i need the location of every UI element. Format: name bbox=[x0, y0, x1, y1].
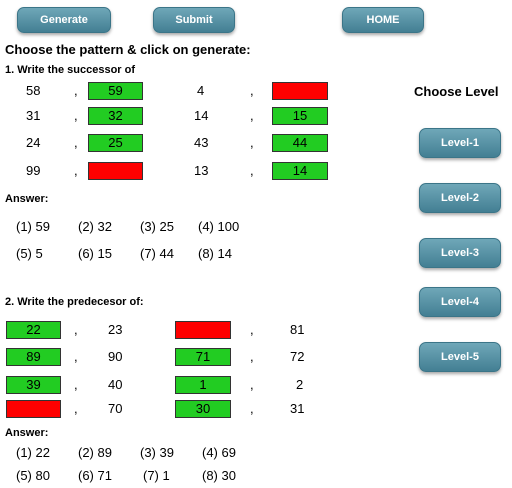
generate-button[interactable]: Generate bbox=[17, 7, 111, 33]
successor-number: 14 bbox=[194, 108, 209, 123]
successor-number: 58 bbox=[26, 83, 41, 98]
successor-answer: (7) 44 bbox=[140, 246, 174, 261]
comma: , bbox=[74, 401, 78, 416]
home-button[interactable]: HOME bbox=[342, 7, 424, 33]
comma: , bbox=[250, 108, 254, 123]
successor-number: 99 bbox=[26, 163, 41, 178]
predecessor-number: 23 bbox=[108, 322, 123, 337]
successor-answer-box[interactable]: 32 bbox=[88, 107, 143, 125]
predecessor-answer-box[interactable]: 71 bbox=[175, 348, 231, 366]
comma: , bbox=[250, 401, 254, 416]
level-2-button[interactable]: Level-2 bbox=[419, 183, 501, 213]
predecessor-answer-box[interactable] bbox=[6, 400, 61, 418]
comma: , bbox=[74, 322, 78, 337]
predecessor-answer: (3) 39 bbox=[140, 445, 174, 460]
successor-answer: (6) 15 bbox=[78, 246, 112, 261]
comma: , bbox=[250, 83, 254, 98]
predecessor-number: 31 bbox=[290, 401, 305, 416]
level-4-button[interactable]: Level-4 bbox=[419, 287, 501, 317]
predecessor-answer: (4) 69 bbox=[202, 445, 236, 460]
comma: , bbox=[74, 163, 78, 178]
comma: , bbox=[74, 108, 78, 123]
predecessor-title: 2. Write the predecesor of: bbox=[5, 296, 144, 308]
comma: , bbox=[250, 322, 254, 337]
predecessor-answer: (5) 80 bbox=[16, 468, 50, 483]
predecessor-answer-label: Answer: bbox=[5, 427, 49, 439]
comma: , bbox=[74, 135, 78, 150]
successor-answer: (3) 25 bbox=[140, 219, 174, 234]
submit-button[interactable]: Submit bbox=[153, 7, 235, 33]
successor-number: 4 bbox=[197, 83, 205, 98]
choose-level-title: Choose Level bbox=[414, 84, 499, 99]
predecessor-number: 81 bbox=[290, 322, 305, 337]
successor-answer: (4) 100 bbox=[198, 219, 240, 234]
instruction-text: Choose the pattern & click on generate: bbox=[5, 42, 251, 57]
predecessor-answer-box[interactable]: 22 bbox=[6, 321, 61, 339]
comma: , bbox=[74, 349, 78, 364]
successor-answer: (5) 5 bbox=[16, 246, 43, 261]
comma: , bbox=[74, 83, 78, 98]
successor-answer-box[interactable]: 15 bbox=[272, 107, 328, 125]
predecessor-number: 90 bbox=[108, 349, 123, 364]
comma: , bbox=[74, 377, 78, 392]
successor-answer-box[interactable]: 59 bbox=[88, 82, 143, 100]
comma: , bbox=[250, 349, 254, 364]
successor-answer-box[interactable]: 14 bbox=[272, 162, 328, 180]
comma: , bbox=[250, 377, 254, 392]
level-5-button[interactable]: Level-5 bbox=[419, 342, 501, 372]
successor-number: 13 bbox=[194, 163, 209, 178]
successor-title: 1. Write the successor of bbox=[5, 64, 136, 76]
comma: , bbox=[250, 135, 254, 150]
predecessor-answer-box[interactable]: 39 bbox=[6, 376, 61, 394]
level-1-button[interactable]: Level-1 bbox=[419, 128, 501, 158]
predecessor-answer-box[interactable] bbox=[175, 321, 231, 339]
successor-number: 31 bbox=[26, 108, 41, 123]
predecessor-answer: (1) 22 bbox=[16, 445, 50, 460]
predecessor-answer-box[interactable]: 1 bbox=[175, 376, 231, 394]
predecessor-number: 2 bbox=[296, 377, 304, 392]
predecessor-number: 40 bbox=[108, 377, 123, 392]
predecessor-number: 72 bbox=[290, 349, 305, 364]
predecessor-answer: (8) 30 bbox=[202, 468, 236, 483]
predecessor-number: 70 bbox=[108, 401, 123, 416]
successor-answer: (1) 59 bbox=[16, 219, 50, 234]
successor-number: 43 bbox=[194, 135, 209, 150]
successor-answer: (2) 32 bbox=[78, 219, 112, 234]
successor-answer-label: Answer: bbox=[5, 193, 49, 205]
comma: , bbox=[250, 163, 254, 178]
successor-number: 24 bbox=[26, 135, 41, 150]
successor-answer: (8) 14 bbox=[198, 246, 232, 261]
successor-answer-box[interactable] bbox=[88, 162, 143, 180]
level-3-button[interactable]: Level-3 bbox=[419, 238, 501, 268]
predecessor-answer: (6) 71 bbox=[78, 468, 112, 483]
successor-answer-box[interactable]: 44 bbox=[272, 134, 328, 152]
predecessor-answer-box[interactable]: 89 bbox=[6, 348, 61, 366]
predecessor-answer-box[interactable]: 30 bbox=[175, 400, 231, 418]
predecessor-answer: (7) 1 bbox=[143, 468, 170, 483]
successor-answer-box[interactable] bbox=[272, 82, 328, 100]
predecessor-answer: (2) 89 bbox=[78, 445, 112, 460]
successor-answer-box[interactable]: 25 bbox=[88, 134, 143, 152]
